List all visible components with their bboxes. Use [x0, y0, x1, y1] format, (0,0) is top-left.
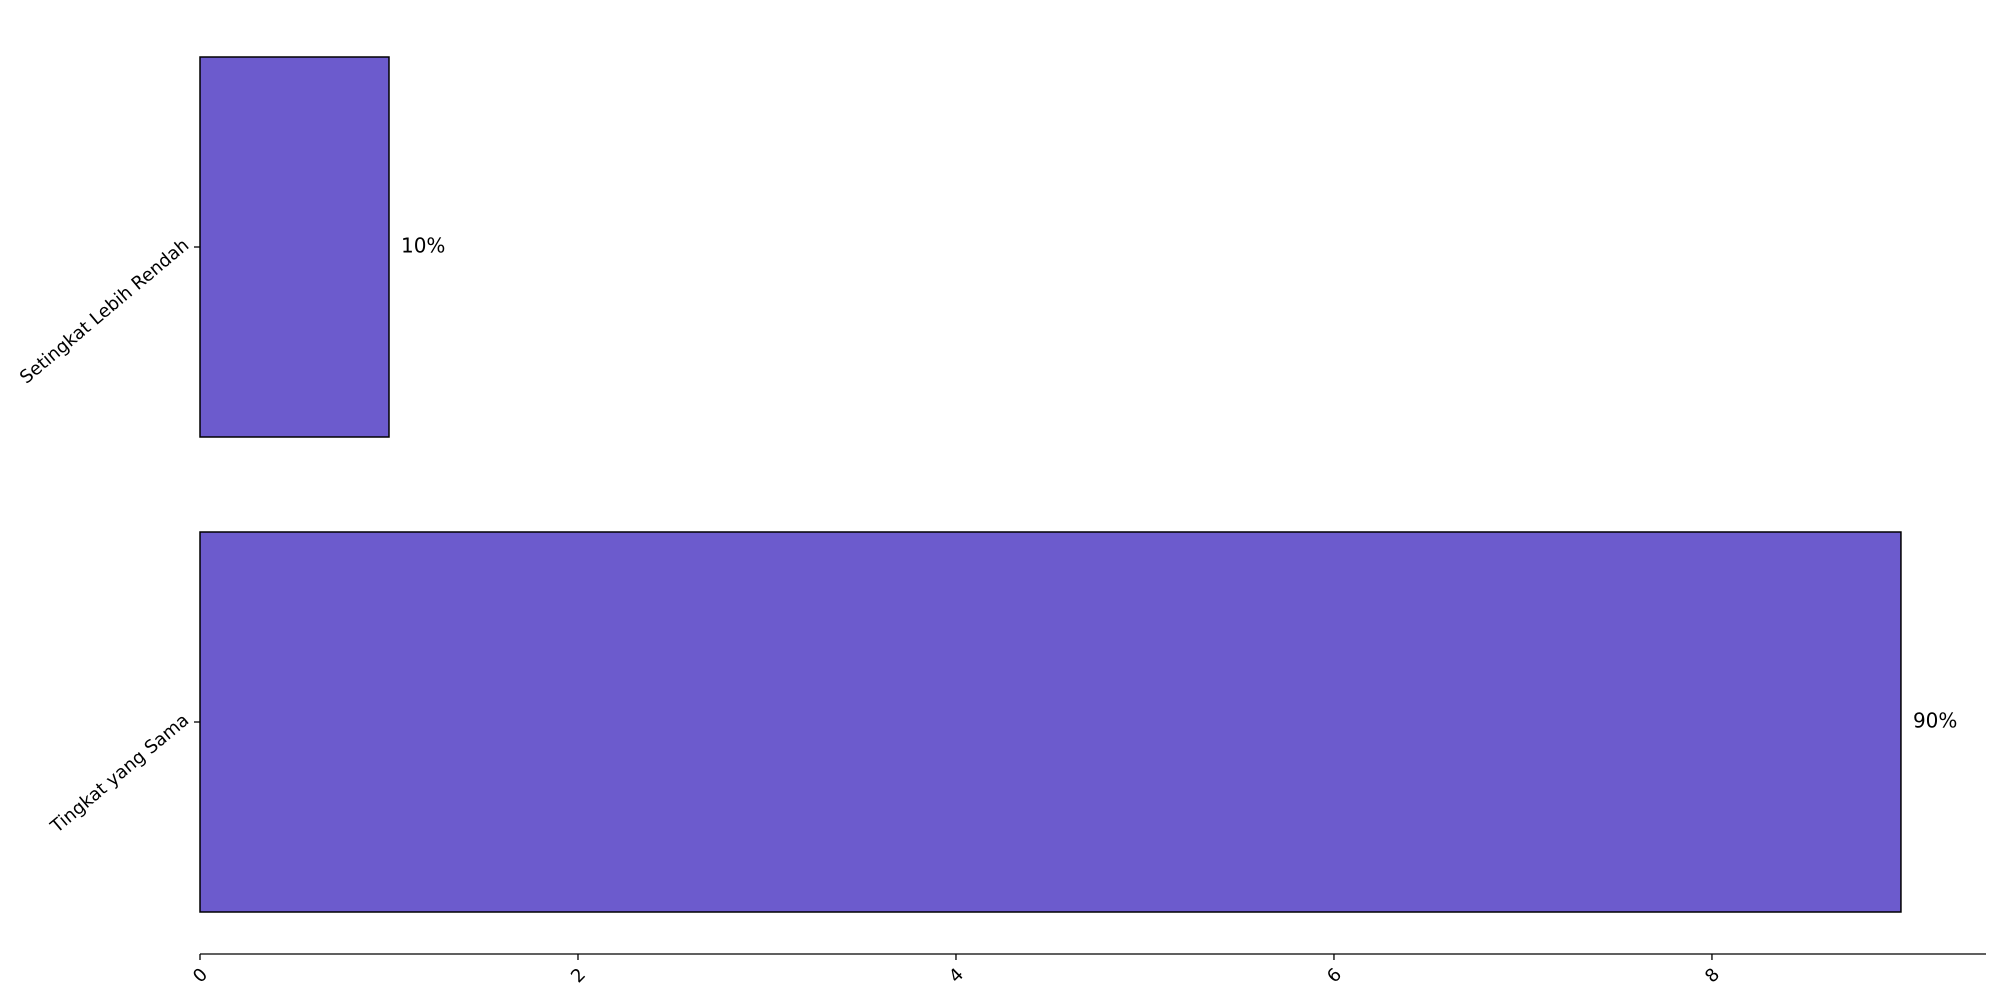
bars-group [199, 56, 1902, 913]
y-axis: Setingkat Lebih Rendah Tingkat yang Sama [16, 235, 200, 838]
x-axis: 0 2 4 6 8 [189, 953, 1986, 987]
data-labels-group: 10% 90% [401, 234, 1957, 733]
y-tick-label-1: Tingkat yang Sama [46, 710, 193, 838]
bar-0 [199, 56, 390, 438]
y-tick-label-0: Setingkat Lebih Rendah [16, 235, 193, 388]
x-tick-label-4: 8 [1701, 964, 1724, 987]
x-tick-label-3: 6 [1323, 964, 1346, 987]
x-tick-label-1: 2 [567, 964, 590, 987]
data-label-0: 10% [401, 234, 445, 258]
data-label-1: 90% [1913, 709, 1957, 733]
x-tick-label-0: 0 [189, 964, 212, 987]
x-tick-label-2: 4 [945, 964, 968, 987]
bar-1 [199, 531, 1902, 913]
